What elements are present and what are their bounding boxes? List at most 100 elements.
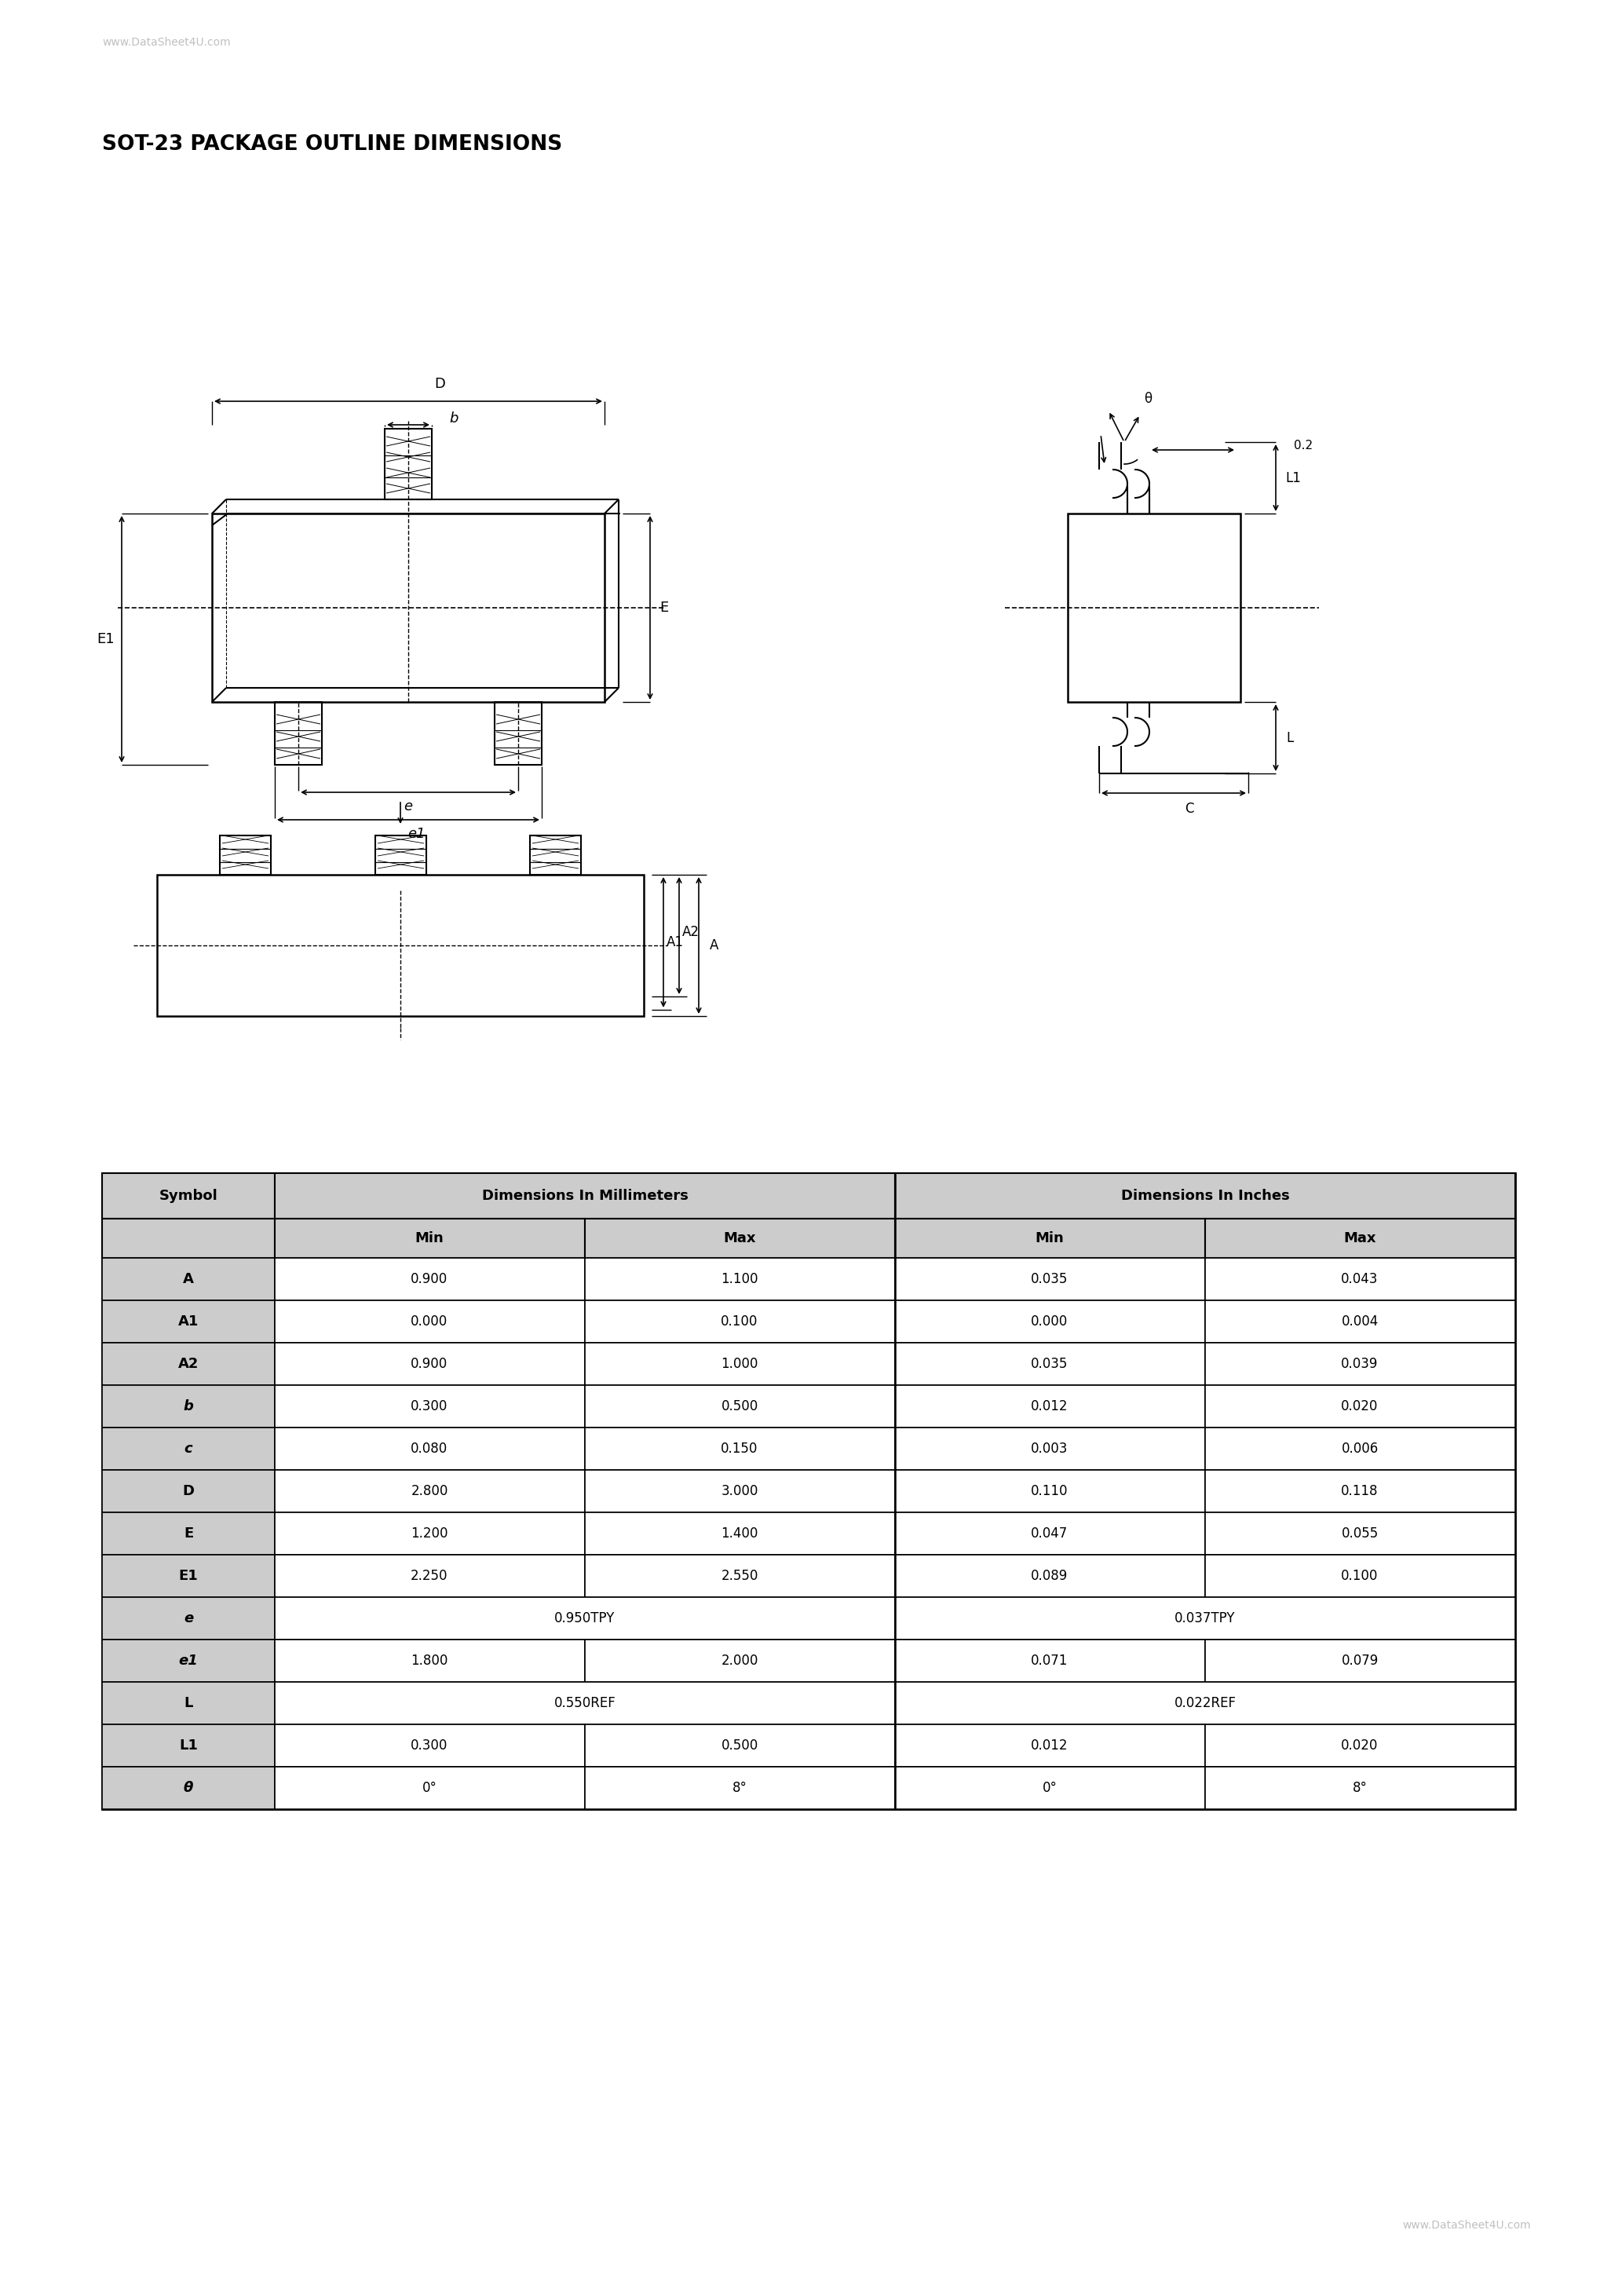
Text: 0.003: 0.003: [1032, 1442, 1069, 1456]
Text: 1.800: 1.800: [410, 1653, 448, 1667]
Text: 0.012: 0.012: [1032, 1398, 1069, 1414]
Bar: [1205, 1300, 1515, 1343]
Text: 0.110: 0.110: [1032, 1483, 1069, 1499]
Bar: [1205, 1343, 1515, 1384]
Text: 2.550: 2.550: [720, 1568, 757, 1582]
Text: L: L: [183, 1697, 193, 1711]
Bar: [102, 1598, 274, 1639]
Bar: [586, 1469, 895, 1513]
Text: E: E: [660, 602, 668, 615]
Text: L1: L1: [178, 1738, 198, 1752]
Bar: [102, 1469, 274, 1513]
Text: 0.035: 0.035: [1032, 1272, 1069, 1286]
Text: Min: Min: [415, 1231, 444, 1244]
Bar: [274, 1219, 586, 1258]
Text: A: A: [710, 939, 719, 953]
Bar: [102, 1173, 274, 1219]
Bar: [102, 1639, 274, 1683]
Bar: [274, 703, 321, 765]
Text: 0.043: 0.043: [1341, 1272, 1379, 1286]
Bar: [1205, 1469, 1515, 1513]
Bar: [102, 1554, 274, 1598]
Text: e1: e1: [178, 1653, 198, 1667]
Bar: [495, 703, 542, 765]
Bar: [1205, 1554, 1515, 1598]
Text: A: A: [183, 1272, 195, 1286]
Bar: [586, 1219, 895, 1258]
Bar: [895, 1766, 1205, 1809]
Bar: [274, 1258, 586, 1300]
Text: 0.037TPY: 0.037TPY: [1174, 1612, 1236, 1626]
Text: 0.150: 0.150: [720, 1442, 757, 1456]
Bar: [274, 1683, 895, 1724]
Text: e: e: [183, 1612, 193, 1626]
Text: 2.000: 2.000: [720, 1653, 757, 1667]
Bar: [102, 1173, 1515, 1809]
Text: 0.047: 0.047: [1032, 1527, 1069, 1541]
Text: www.DataSheet4U.com: www.DataSheet4U.com: [1403, 2220, 1531, 2232]
Bar: [895, 1683, 1515, 1724]
Text: 0.100: 0.100: [1341, 1568, 1379, 1582]
Text: 0.900: 0.900: [410, 1272, 448, 1286]
Bar: [895, 1639, 1205, 1683]
Text: E1: E1: [178, 1568, 198, 1582]
Bar: [586, 1554, 895, 1598]
Text: 0.000: 0.000: [1032, 1316, 1069, 1329]
Text: θ: θ: [1144, 393, 1152, 406]
Bar: [895, 1554, 1205, 1598]
Bar: [895, 1469, 1205, 1513]
Bar: [586, 1766, 895, 1809]
Text: 0.500: 0.500: [722, 1398, 757, 1414]
Bar: [1205, 1219, 1515, 1258]
Text: 0.100: 0.100: [720, 1316, 757, 1329]
Text: L1: L1: [1285, 471, 1301, 484]
Bar: [102, 1724, 274, 1766]
Bar: [274, 1766, 586, 1809]
Text: 0°: 0°: [1043, 1782, 1058, 1795]
Bar: [274, 1598, 895, 1639]
Bar: [274, 1554, 586, 1598]
Bar: [274, 1513, 586, 1554]
Text: b: b: [449, 411, 459, 425]
Text: E: E: [183, 1527, 193, 1541]
Text: Dimensions In Millimeters: Dimensions In Millimeters: [482, 1189, 688, 1203]
Text: L: L: [1286, 730, 1293, 746]
Bar: [1067, 514, 1241, 703]
Text: 8°: 8°: [1353, 1782, 1367, 1795]
Text: Max: Max: [723, 1231, 756, 1244]
Text: C: C: [1186, 801, 1194, 815]
Bar: [895, 1300, 1205, 1343]
Bar: [1205, 1384, 1515, 1428]
Text: 0°: 0°: [422, 1782, 436, 1795]
Bar: [102, 1513, 274, 1554]
Bar: [586, 1300, 895, 1343]
Text: 0.071: 0.071: [1032, 1653, 1069, 1667]
Text: 0.089: 0.089: [1032, 1568, 1069, 1582]
Text: 1.200: 1.200: [410, 1527, 448, 1541]
Bar: [157, 875, 644, 1017]
Bar: [102, 1219, 274, 1258]
Text: 0.079: 0.079: [1341, 1653, 1379, 1667]
Bar: [895, 1343, 1205, 1384]
Text: 0.020: 0.020: [1341, 1738, 1379, 1752]
Bar: [102, 1428, 274, 1469]
Text: 0.004: 0.004: [1341, 1316, 1379, 1329]
Bar: [1205, 1428, 1515, 1469]
Bar: [1205, 1766, 1515, 1809]
Text: 8°: 8°: [732, 1782, 748, 1795]
Bar: [586, 1639, 895, 1683]
Text: 0.006: 0.006: [1341, 1442, 1379, 1456]
Bar: [530, 836, 581, 875]
Text: A2: A2: [178, 1357, 200, 1371]
Text: SOT-23 PACKAGE OUTLINE DIMENSIONS: SOT-23 PACKAGE OUTLINE DIMENSIONS: [102, 133, 563, 154]
Text: Min: Min: [1035, 1231, 1064, 1244]
Text: A2: A2: [683, 925, 699, 939]
Text: e: e: [404, 799, 412, 813]
Text: www.DataSheet4U.com: www.DataSheet4U.com: [102, 37, 230, 48]
Bar: [895, 1724, 1205, 1766]
Bar: [102, 1343, 274, 1384]
Text: 1.100: 1.100: [720, 1272, 757, 1286]
Text: 0.000: 0.000: [410, 1316, 448, 1329]
Bar: [1205, 1724, 1515, 1766]
Text: D: D: [435, 377, 444, 390]
